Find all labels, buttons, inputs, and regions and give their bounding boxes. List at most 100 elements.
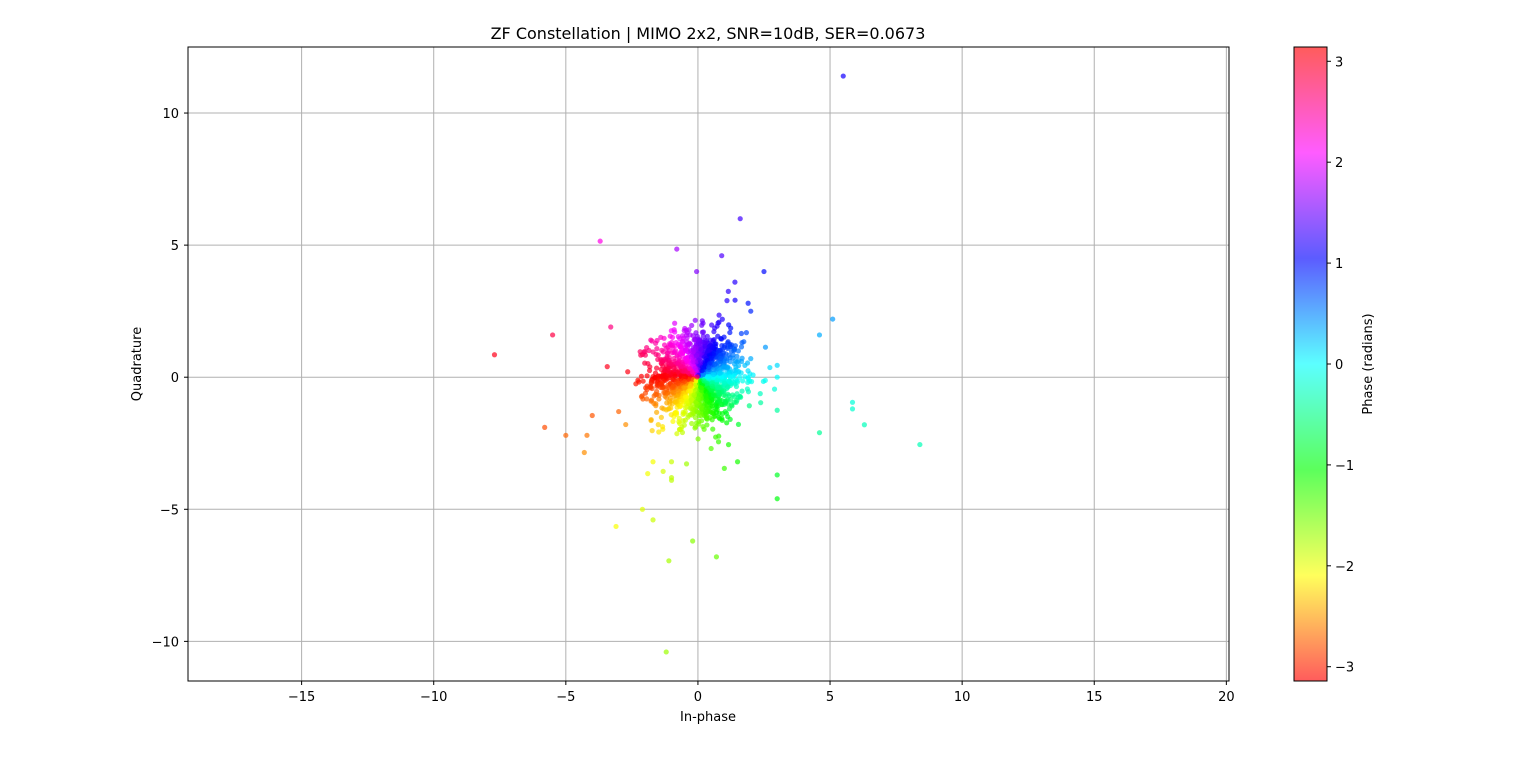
cluster-point xyxy=(700,333,706,339)
x-tick-label: −15 xyxy=(288,690,315,705)
x-axis-ticks: −15 −10 −5 0 5 10 15 20 xyxy=(288,681,1235,705)
cluster-point xyxy=(740,378,746,384)
cluster-point xyxy=(677,426,683,433)
x-tick-label: 10 xyxy=(954,690,971,705)
cluster-point xyxy=(708,409,714,415)
cluster-point xyxy=(691,337,697,343)
cluster-point xyxy=(695,436,701,442)
outlier-point xyxy=(674,246,680,252)
cluster-point xyxy=(654,391,660,398)
cluster-point xyxy=(750,372,756,378)
cluster-point xyxy=(666,365,672,371)
cluster-point xyxy=(739,388,745,394)
cluster-point xyxy=(738,344,745,350)
cluster-point xyxy=(670,389,677,395)
outlier-point xyxy=(774,362,780,368)
cluster-point xyxy=(663,407,670,413)
cluster-point xyxy=(649,338,655,344)
outlier-point xyxy=(589,412,595,419)
cluster-point xyxy=(672,399,678,405)
cluster-point xyxy=(707,337,713,343)
cluster-point xyxy=(668,361,674,367)
cluster-point xyxy=(681,368,688,374)
y-tick-label: −5 xyxy=(160,503,179,518)
cluster-point xyxy=(676,415,682,422)
cluster-point xyxy=(716,414,722,420)
y-tick-label: 5 xyxy=(171,239,179,254)
cluster-point xyxy=(703,408,709,415)
cluster-point xyxy=(692,317,698,323)
cluster-point xyxy=(709,403,715,409)
x-tick-label: 5 xyxy=(826,690,834,705)
cluster-point xyxy=(699,329,705,335)
cluster-point xyxy=(678,398,684,404)
colorbar-tick-label: 3 xyxy=(1335,55,1343,70)
cluster-point xyxy=(738,330,745,337)
cluster-point xyxy=(726,393,732,399)
outlier-point xyxy=(666,558,672,564)
cluster-point xyxy=(687,332,693,338)
cluster-point xyxy=(682,378,688,385)
cluster-point xyxy=(682,405,689,411)
cluster-point xyxy=(716,319,722,325)
cluster-point xyxy=(716,410,722,416)
cluster-point xyxy=(684,398,690,404)
data-points xyxy=(491,73,923,655)
cluster-point xyxy=(658,414,664,420)
cluster-point xyxy=(646,367,653,374)
cluster-point xyxy=(654,365,660,371)
cluster-point xyxy=(721,380,727,386)
outlier-point xyxy=(774,472,780,478)
cluster-point xyxy=(713,434,719,440)
cluster-point xyxy=(688,354,694,360)
cluster-point xyxy=(705,348,711,354)
cluster-point xyxy=(712,361,718,367)
outlier-point xyxy=(849,399,856,405)
cluster-point xyxy=(732,343,738,349)
colorbar-tick-label: −3 xyxy=(1335,661,1354,676)
y-axis-ticks: −10 −5 0 5 10 xyxy=(152,107,188,650)
cluster-point xyxy=(681,422,687,428)
cluster-point xyxy=(689,322,695,329)
x-tick-label: 20 xyxy=(1218,690,1235,705)
cluster-point xyxy=(682,325,688,332)
cluster-point xyxy=(670,418,676,425)
outlier-point xyxy=(721,465,727,471)
x-tick-label: 15 xyxy=(1086,690,1103,705)
cluster-point xyxy=(730,374,736,380)
cluster-point xyxy=(673,410,679,416)
outlier-point xyxy=(840,73,846,79)
cluster-point xyxy=(760,378,766,385)
cluster-point xyxy=(684,339,690,345)
y-tick-label: 10 xyxy=(162,107,179,122)
cluster-point xyxy=(686,388,692,394)
cluster-point xyxy=(687,365,693,371)
cluster-point xyxy=(744,360,751,366)
x-tick-label: 0 xyxy=(694,690,702,705)
cluster-point xyxy=(671,327,677,333)
cluster-point xyxy=(699,318,705,324)
cluster-point xyxy=(716,389,722,395)
colorbar-tick-label: 0 xyxy=(1335,358,1343,373)
colorbar-tick-label: 2 xyxy=(1335,156,1343,171)
cluster-point xyxy=(697,341,703,347)
cluster-point xyxy=(725,384,731,390)
cluster-point xyxy=(703,394,709,400)
cluster-point xyxy=(691,392,697,398)
outlier-point xyxy=(690,538,696,544)
cluster-point xyxy=(715,333,721,339)
outlier-point xyxy=(732,279,738,285)
plot-frame xyxy=(187,46,1230,682)
cluster-point xyxy=(725,442,732,448)
cluster-point xyxy=(675,380,681,386)
cluster-point xyxy=(726,378,732,385)
outlier-point xyxy=(816,430,823,436)
cluster-point xyxy=(767,364,773,371)
cluster-point xyxy=(640,378,646,384)
outlier-point xyxy=(774,496,780,502)
outlier-point xyxy=(708,445,714,452)
cluster-point xyxy=(625,369,631,375)
outlier-point xyxy=(725,288,731,294)
outlier-point xyxy=(616,408,622,415)
outlier-point xyxy=(491,352,498,358)
